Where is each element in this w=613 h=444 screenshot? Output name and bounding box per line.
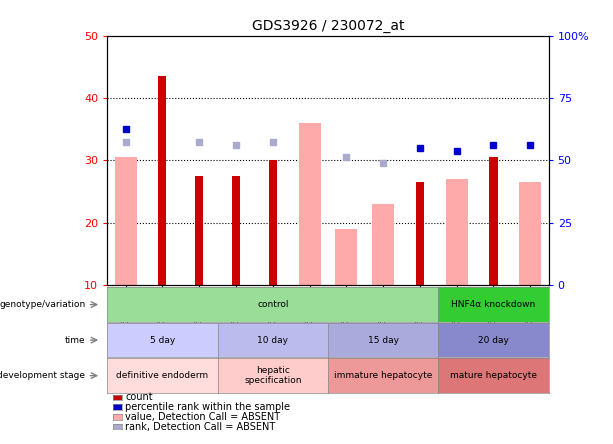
Text: hepatic
specification: hepatic specification [244,366,302,385]
Text: development stage: development stage [0,371,85,380]
Text: 20 day: 20 day [478,336,509,345]
Bar [446,179,468,285]
Text: 10 day: 10 day [257,336,288,345]
Bar [372,204,394,285]
Bar [489,157,498,285]
Bar [416,182,424,285]
Bar [115,157,137,285]
Bar [232,176,240,285]
Bar [519,182,541,285]
Text: mature hepatocyte: mature hepatocyte [450,371,537,380]
Text: time: time [65,336,85,345]
Bar [268,160,277,285]
Text: value, Detection Call = ABSENT: value, Detection Call = ABSENT [125,412,280,422]
Text: percentile rank within the sample: percentile rank within the sample [125,402,290,412]
Text: HNF4α knockdown: HNF4α knockdown [451,300,536,309]
Text: control: control [257,300,289,309]
Bar [335,229,357,285]
Text: 5 day: 5 day [150,336,175,345]
Text: definitive endoderm: definitive endoderm [116,371,208,380]
Text: genotype/variation: genotype/variation [0,300,85,309]
Text: rank, Detection Call = ABSENT: rank, Detection Call = ABSENT [125,422,275,432]
Text: 15 day: 15 day [368,336,398,345]
Bar [195,176,204,285]
Title: GDS3926 / 230072_at: GDS3926 / 230072_at [252,19,404,33]
Text: count: count [125,392,153,402]
Bar [158,76,167,285]
Bar [299,123,321,285]
Text: immature hepatocyte: immature hepatocyte [334,371,432,380]
